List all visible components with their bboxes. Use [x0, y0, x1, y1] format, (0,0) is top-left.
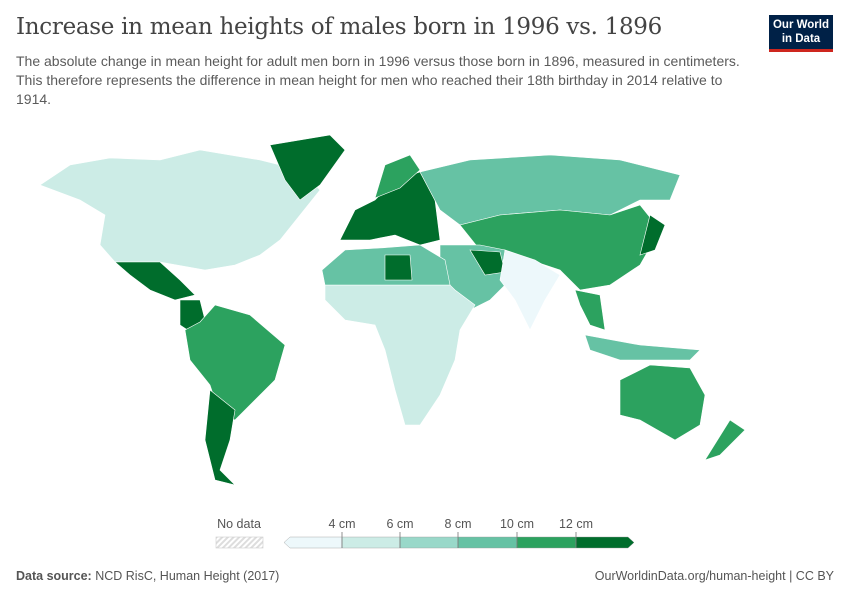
country-region[interactable]: Greenland: [269, 134, 346, 201]
data-source: Data source: NCD RisC, Human Height (201…: [16, 569, 279, 583]
country-region[interactable]: Brazil: [184, 304, 286, 421]
legend-tick-label: 8 cm: [444, 517, 472, 531]
chart-title: Increase in mean heights of males born i…: [16, 14, 662, 40]
country-region[interactable]: Southeast Asia: [574, 289, 606, 331]
legend-tick-label: 10 cm: [499, 517, 535, 531]
world-map: Canada / United StatesMexicoColombiaBraz…: [39, 134, 746, 486]
legend-tick-label: 6 cm: [386, 517, 414, 531]
legend-bin-swatch: [283, 536, 343, 549]
source-text: NCD RisC, Human Height (2017): [95, 569, 280, 583]
legend-bin-swatch: [516, 536, 577, 549]
legend-tick-label: 4 cm: [328, 517, 356, 531]
legend-no-data-label: No data: [217, 517, 261, 531]
country-region[interactable]: Libya: [384, 254, 413, 281]
country-region[interactable]: Sub-Saharan Africa: [324, 284, 476, 426]
country-region[interactable]: Mexico: [114, 261, 196, 301]
country-region[interactable]: Australia: [619, 364, 706, 441]
country-region[interactable]: Indonesia: [584, 334, 701, 361]
legend-bin-swatch: [341, 536, 401, 549]
logo-text: Our World in Data: [772, 19, 829, 45]
legend-bin-swatch: [399, 536, 459, 549]
legend-no-data-swatch: [215, 536, 264, 549]
country-region[interactable]: Argentina: [204, 389, 236, 486]
legend-bin-swatch: [457, 536, 518, 549]
country-region[interactable]: Japan: [639, 214, 666, 256]
country-region[interactable]: New Zealand: [704, 419, 746, 461]
country-region[interactable]: Scandinavia: [374, 154, 421, 199]
owid-logo[interactable]: Our World in Data: [769, 15, 833, 52]
country-region[interactable]: India: [499, 249, 561, 331]
chart-subtitle: The absolute change in mean height for a…: [16, 53, 740, 107]
country-region[interactable]: Canada / United States: [39, 149, 321, 271]
legend-bin-swatch: [575, 536, 635, 549]
source-url-link[interactable]: OurWorldinData.org/human-height | CC BY: [594, 569, 834, 583]
source-label: Data source:: [16, 569, 92, 583]
legend-tick-label: 12 cm: [558, 517, 594, 531]
